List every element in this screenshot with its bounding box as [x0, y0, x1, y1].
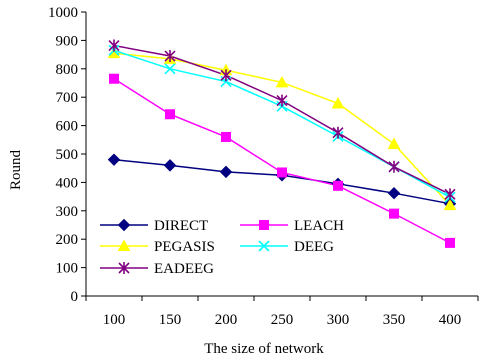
legend-label: PEGASIS: [154, 239, 215, 255]
data-point-direct: [387, 186, 401, 200]
legend-marker-deeg: [258, 240, 270, 252]
legend-marker-pegasis: [117, 239, 131, 251]
series-line-direct: [113, 158, 451, 205]
plot-frame: [85, 12, 478, 297]
y-tick-label: 600: [56, 119, 79, 135]
data-point-leach: [389, 208, 399, 219]
legend-item-deeg: DEEG: [240, 239, 334, 255]
y-tick-label: 200: [56, 232, 79, 248]
legend-label: LEACH: [294, 218, 344, 234]
legend-marker-eadeeg: [118, 262, 130, 274]
data-point-direct: [107, 153, 121, 166]
data-point-eadeeg: [276, 94, 288, 107]
legend-marker-leach: [259, 220, 269, 230]
y-tick-label: 900: [56, 33, 79, 49]
y-tick-label: 700: [56, 90, 79, 106]
series-markers: [107, 39, 457, 248]
legend-item-pegasis: PEGASIS: [100, 239, 215, 255]
legend-item-eadeeg: EADEEG: [100, 261, 214, 277]
data-point-deeg: [164, 63, 176, 75]
data-point-eadeeg: [108, 39, 120, 52]
data-point-leach: [109, 73, 119, 84]
data-point-leach: [165, 109, 175, 120]
data-point-pegasis: [443, 198, 457, 211]
x-axis-title: The size of network: [204, 341, 324, 357]
y-tick-label: 300: [56, 204, 79, 220]
series-lines: [113, 44, 451, 244]
legend-marker-direct: [117, 218, 131, 232]
data-point-pegasis: [387, 137, 401, 150]
x-tick-label: 250: [271, 312, 294, 328]
x-tick-label: 400: [439, 312, 462, 328]
x-tick-label: 350: [383, 312, 406, 328]
data-point-pegasis: [331, 96, 345, 109]
x-tick-label: 300: [327, 312, 350, 328]
y-tick-label: 0: [71, 289, 79, 305]
data-point-leach: [445, 237, 455, 248]
data-point-eadeeg: [332, 126, 344, 139]
y-tick-label: 500: [56, 147, 79, 163]
data-point-eadeeg: [388, 160, 400, 173]
legend-item-leach: LEACH: [240, 218, 344, 234]
data-point-pegasis: [275, 75, 289, 88]
x-tick-label: 200: [215, 312, 238, 328]
data-point-eadeeg: [444, 188, 456, 201]
y-axis: 0 100 200 300 400 500 600 700 800 900 1000: [48, 5, 86, 305]
data-point-direct: [163, 159, 177, 172]
y-tick-label: 400: [56, 175, 79, 191]
y-tick-label: 100: [56, 261, 79, 277]
legend: DIRECT LEACH PEGASIS DEEG EADEEG: [100, 218, 344, 277]
y-axis-title: Round: [8, 150, 24, 191]
legend-label: DEEG: [294, 239, 334, 255]
y-tick-label: 1000: [48, 5, 78, 21]
x-tick-label: 150: [159, 312, 182, 328]
y-tick-label: 800: [56, 62, 79, 78]
data-point-eadeeg: [220, 69, 232, 82]
data-point-leach: [221, 131, 231, 142]
legend-item-direct: DIRECT: [100, 218, 208, 234]
legend-label: DIRECT: [154, 218, 208, 234]
data-point-eadeeg: [164, 50, 176, 63]
data-point-direct: [219, 165, 233, 179]
legend-label: EADEEG: [154, 261, 214, 277]
x-axis: 100 150 200 250 300 350 400: [85, 296, 479, 328]
data-point-leach: [277, 167, 287, 178]
data-point-leach: [333, 180, 343, 191]
x-tick-label: 100: [103, 312, 126, 328]
